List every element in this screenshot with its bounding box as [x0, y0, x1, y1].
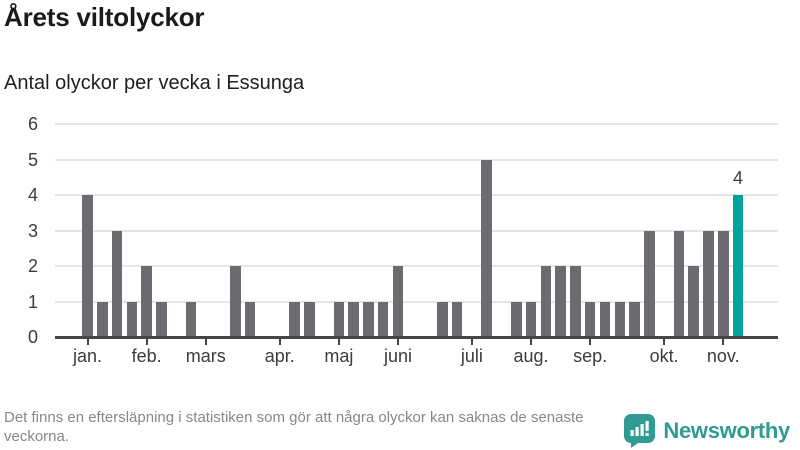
bar-chart: 0 1 2 3 4 5 6 jan. feb. mars apr. maj juni juli aug. se…: [27, 114, 778, 366]
x-axis-tick: [663, 339, 666, 345]
bar: [555, 266, 566, 337]
bar: [304, 301, 315, 337]
gridline: [55, 265, 778, 267]
x-axis-tick: [86, 339, 89, 345]
x-axis-tick: [278, 339, 281, 345]
x-axis-label: mars: [185, 346, 226, 366]
bar: [732, 195, 744, 337]
y-axis-label: 5: [27, 149, 38, 170]
x-axis-tick: [470, 339, 473, 345]
x-axis-label: jan.: [72, 346, 103, 366]
bar: [525, 301, 537, 337]
bar: [481, 159, 492, 337]
bar: [392, 266, 404, 337]
x-axis-label: juni: [383, 346, 412, 366]
x-axis-tick: [722, 339, 725, 345]
bar: [348, 301, 359, 337]
bar: [688, 266, 699, 337]
gridline: [55, 194, 778, 196]
bar: [141, 266, 152, 337]
x-axis-label: sep.: [573, 346, 608, 366]
bar: [126, 301, 138, 337]
bar: [451, 301, 463, 337]
bar: [584, 301, 596, 337]
bar: [511, 301, 522, 337]
x-axis-label: nov.: [706, 346, 740, 366]
gridline: [55, 300, 778, 303]
x-axis-tick: [530, 339, 533, 345]
newsworthy-icon: [624, 414, 656, 448]
x-axis-tick: [145, 339, 148, 345]
y-axis-label: 1: [27, 291, 38, 312]
x-axis-tick: [396, 339, 399, 345]
page-title: Årets viltolyckor: [4, 2, 205, 32]
gridline: [55, 158, 778, 161]
bar: [570, 266, 581, 337]
y-axis-label: 6: [27, 114, 38, 134]
y-axis-label: 2: [27, 256, 38, 276]
x-axis-label: maj: [324, 346, 354, 366]
x-axis-tick: [589, 339, 592, 345]
footnote: Det finns en eftersläpning i statistiken…: [4, 409, 584, 445]
bar: [377, 301, 389, 337]
bar: [244, 301, 256, 337]
brand-logo: Newsworthy: [624, 414, 790, 448]
x-axis-label: feb.: [131, 346, 162, 366]
bar: [111, 230, 123, 337]
bar: [289, 301, 300, 337]
bar: [333, 301, 345, 337]
x-axis-tick: [337, 339, 340, 345]
chart-subtitle: Antal olyckor per vecka i Essunga: [4, 72, 305, 94]
bar: [540, 266, 552, 337]
bar: [629, 301, 640, 337]
gridline: [55, 123, 778, 125]
bar: [644, 230, 655, 337]
bar: [156, 301, 167, 337]
x-axis-tick: [204, 339, 207, 345]
x-axis-label: okt.: [649, 346, 679, 366]
x-axis-line: [55, 336, 778, 339]
gridline: [55, 229, 778, 232]
bar: [703, 230, 714, 337]
x-axis-label: apr.: [264, 346, 295, 366]
y-axis-label: 0: [27, 327, 38, 347]
bar: [185, 301, 197, 337]
y-axis-label: 4: [27, 185, 38, 205]
brand-name: Newsworthy: [663, 418, 790, 443]
bar: [437, 301, 448, 337]
bar: [673, 230, 685, 337]
y-axis-label: 3: [27, 220, 38, 241]
bar: [97, 301, 108, 337]
bar: [82, 195, 93, 337]
x-axis-label: juli: [460, 346, 483, 366]
bar: [363, 301, 374, 337]
bar-value-label: 4: [733, 168, 744, 188]
bar: [718, 230, 729, 337]
x-axis-label: aug.: [513, 346, 549, 366]
bar: [230, 266, 241, 337]
bar: [599, 301, 611, 337]
bar: [614, 301, 625, 337]
